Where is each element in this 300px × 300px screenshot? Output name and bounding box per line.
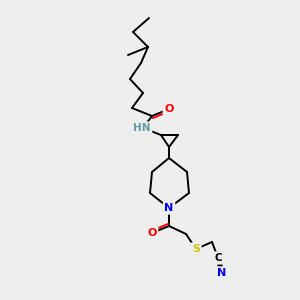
Text: N: N <box>164 203 174 213</box>
Text: O: O <box>164 104 174 114</box>
Text: C: C <box>214 253 222 263</box>
Text: HN: HN <box>133 123 151 133</box>
Text: S: S <box>192 244 200 254</box>
Text: N: N <box>218 268 226 278</box>
Text: O: O <box>147 228 157 238</box>
